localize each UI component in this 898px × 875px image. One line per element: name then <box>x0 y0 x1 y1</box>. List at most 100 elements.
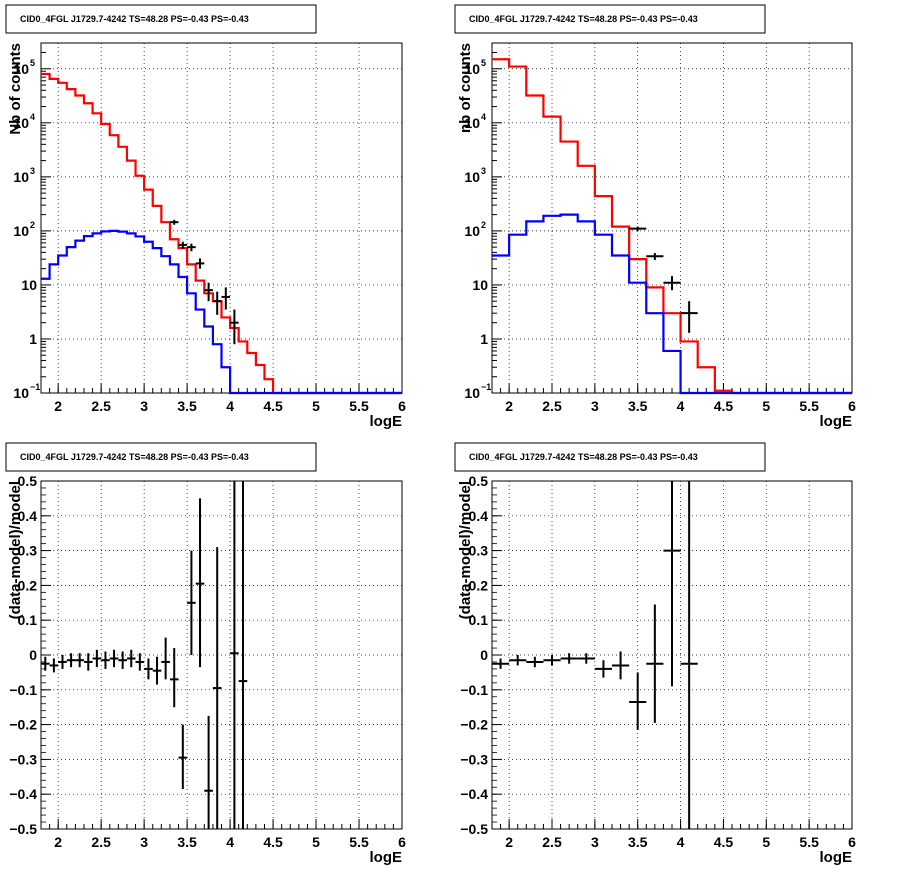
data-point <box>526 656 544 668</box>
data-point <box>629 226 647 231</box>
panel-1: CID0_4FGL J1729.7-4242 TS=48.28 PS=-0.43… <box>5 4 406 430</box>
x-tick-label: 3.5 <box>628 834 648 850</box>
x-tick-label: 4 <box>677 398 685 414</box>
grid <box>41 481 403 829</box>
data-point <box>680 481 698 829</box>
y-tick-label: 0.3 <box>469 543 489 559</box>
y-tick-label: 0 <box>29 647 37 663</box>
y-tick-label: 10 <box>21 277 37 293</box>
data-point <box>230 309 239 345</box>
x-tick-label: 6 <box>398 834 406 850</box>
data-point <box>204 715 213 829</box>
x-tick-label: 2 <box>505 834 513 850</box>
y-tick-label: −0.1 <box>460 682 488 698</box>
y-tick-label: 0.1 <box>18 612 38 628</box>
x-tick-label: 2.5 <box>542 834 562 850</box>
y-tick-label: −0.2 <box>9 717 37 733</box>
data-point <box>663 276 681 291</box>
x-tick-label: 5.5 <box>799 834 819 850</box>
data-point <box>187 550 196 655</box>
plot-frame <box>40 42 403 394</box>
y-tick-label: 0 <box>480 647 488 663</box>
y-tick-label: 10 <box>464 385 480 401</box>
plot-frame <box>491 42 853 394</box>
grid <box>41 43 403 393</box>
x-tick-label: 2.5 <box>542 398 562 414</box>
panel-title: CID0_4FGL J1729.7-4242 TS=48.28 PS=-0.43… <box>20 452 249 462</box>
data-point <box>612 651 630 680</box>
data-point <box>58 655 67 669</box>
x-tick-label: 3.5 <box>177 398 197 414</box>
y-tick-label: −0.5 <box>460 821 488 837</box>
y-tick-label: 10 <box>464 115 480 131</box>
y-tick-label: 0.4 <box>18 508 38 524</box>
data-point <box>560 653 578 664</box>
x-tick-label: 3 <box>140 834 148 850</box>
y-axis-label: nb of counts <box>457 43 474 133</box>
y-tick-label: 0.4 <box>469 508 489 524</box>
x-axis-label: logE <box>820 413 853 430</box>
y-tick-label: 10 <box>13 115 29 131</box>
x-tick-label: 4.5 <box>263 398 283 414</box>
data-point <box>629 672 647 730</box>
y-tick-label: −0.5 <box>9 821 37 837</box>
x-tick-label: 5 <box>312 398 320 414</box>
data-point <box>212 291 222 315</box>
title-box <box>5 442 317 472</box>
data-point <box>221 287 231 310</box>
y-tick-exponent: 3 <box>481 166 486 176</box>
data-point <box>41 656 50 671</box>
x-tick-label: 2 <box>505 398 513 414</box>
panel-2: CID0_4FGL J1729.7-4242 TS=48.28 PS=-0.43… <box>454 4 856 430</box>
y-tick-label: −0.4 <box>9 786 37 802</box>
y-tick-label: 10 <box>472 277 488 293</box>
x-tick-label: 2.5 <box>91 398 111 414</box>
x-tick-label: 4 <box>226 834 234 850</box>
y-tick-exponent: −1 <box>30 382 40 392</box>
x-tick-label: 3.5 <box>628 398 648 414</box>
data-point <box>144 658 153 680</box>
panel-title: CID0_4FGL J1729.7-4242 TS=48.28 PS=-0.43… <box>469 14 698 24</box>
data-point <box>195 258 205 269</box>
y-tick-label: 10 <box>464 61 480 77</box>
histogram-series-2 <box>492 213 852 395</box>
x-tick-label: 3 <box>140 398 148 414</box>
data-point <box>230 481 239 829</box>
panel-4: CID0_4FGL J1729.7-4242 TS=48.28 PS=-0.43… <box>454 442 856 866</box>
x-tick-label: 3.5 <box>177 834 197 850</box>
y-tick-label: −0.3 <box>9 751 37 767</box>
data-point <box>238 481 248 829</box>
y-tick-exponent: 2 <box>30 220 35 230</box>
title-box <box>454 442 766 472</box>
data-point <box>118 651 127 669</box>
y-tick-exponent: −1 <box>481 382 491 392</box>
x-tick-label: 2 <box>54 834 62 850</box>
y-tick-label: −0.2 <box>460 717 488 733</box>
x-tick-label: 5 <box>312 834 320 850</box>
x-tick-label: 2.5 <box>91 834 111 850</box>
y-tick-label: 10 <box>464 169 480 185</box>
y-tick-exponent: 4 <box>30 112 35 122</box>
data-point <box>101 651 110 669</box>
x-tick-label: 4 <box>226 398 234 414</box>
y-tick-exponent: 2 <box>481 220 486 230</box>
histogram-series-2 <box>41 229 402 395</box>
data-point <box>680 301 698 333</box>
data-point <box>663 481 681 687</box>
data-point <box>66 653 76 668</box>
y-tick-label: 10 <box>13 385 29 401</box>
data-point <box>509 655 527 666</box>
y-tick-label: −0.3 <box>460 751 488 767</box>
x-tick-label: 5.5 <box>799 398 819 414</box>
data-point <box>169 219 179 225</box>
y-tick-label: −0.4 <box>460 786 488 802</box>
y-axis-label: (data-model)/model <box>7 481 24 619</box>
data-point <box>646 604 664 723</box>
y-tick-label: 0.5 <box>469 473 489 489</box>
title-box <box>454 4 766 34</box>
data-point <box>92 649 102 668</box>
data-point <box>152 656 162 685</box>
data-point <box>195 498 205 668</box>
y-tick-label: 10 <box>13 169 29 185</box>
